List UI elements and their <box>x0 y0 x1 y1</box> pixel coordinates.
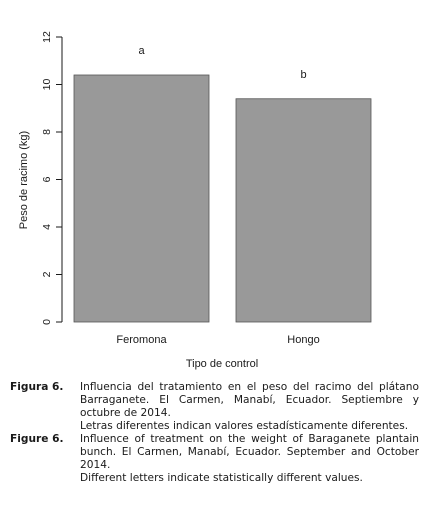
caption-en-note: Different letters indicate statistically… <box>80 472 363 484</box>
bar <box>235 98 372 323</box>
x-axis: Feromona Hongo <box>116 334 319 346</box>
bars: ab <box>73 45 372 323</box>
x-axis-label: Tipo de control <box>186 358 258 370</box>
y-tick-label: 4 <box>41 224 53 230</box>
y-tick-label: 10 <box>41 79 53 91</box>
x-tick-label: Feromona <box>116 334 167 346</box>
caption-es-label: Figura 6. <box>10 381 64 393</box>
caption-en-text: Influence of treatment on the weight of … <box>80 433 419 471</box>
caption-es-note: Letras diferentes indican valores estadí… <box>80 420 409 432</box>
y-tick-label: 8 <box>41 129 53 135</box>
y-tick-label: 2 <box>41 271 53 277</box>
significance-letter: b <box>300 69 306 81</box>
y-tick-label: 12 <box>41 31 53 43</box>
y-tick-label: 6 <box>41 176 53 182</box>
y-tick-label: 0 <box>41 319 53 325</box>
caption-en: Figure 6. Influence of treatment on the … <box>10 433 420 485</box>
y-axis-label: Peso de racimo (kg) <box>18 131 30 229</box>
y-axis: 0 2 4 6 8 10 12 <box>41 31 63 325</box>
caption-en-label: Figure 6. <box>10 433 64 445</box>
significance-letter: a <box>138 45 145 57</box>
bar <box>73 74 210 323</box>
caption-es: Figura 6. Influencia del tratamiento en … <box>10 381 420 433</box>
caption-es-text: Influencia del tratamiento en el peso de… <box>80 381 419 419</box>
x-tick-label: Hongo <box>287 334 319 346</box>
